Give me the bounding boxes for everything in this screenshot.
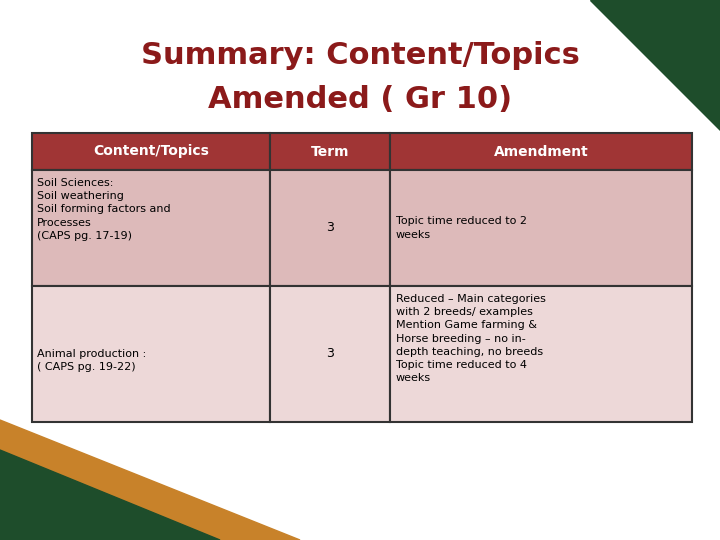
Polygon shape — [620, 0, 720, 100]
Text: Amendment: Amendment — [494, 145, 588, 159]
Bar — [32, 133, 270, 170]
Text: Topic time reduced to 2
weeks: Topic time reduced to 2 weeks — [396, 217, 527, 240]
Text: Amended ( Gr 10): Amended ( Gr 10) — [208, 85, 512, 114]
Text: Content/Topics: Content/Topics — [93, 145, 209, 159]
Text: 3: 3 — [326, 347, 334, 361]
Bar — [32, 286, 270, 422]
Bar — [270, 133, 390, 170]
Bar — [390, 133, 692, 170]
Bar — [390, 286, 692, 422]
Bar — [270, 286, 390, 422]
Polygon shape — [0, 420, 300, 540]
Polygon shape — [0, 450, 220, 540]
Text: 3: 3 — [326, 221, 334, 234]
Bar — [270, 170, 390, 286]
Text: Reduced – Main categories
with 2 breeds/ examples
Mention Game farming &
Horse b: Reduced – Main categories with 2 breeds/… — [396, 294, 546, 383]
Text: Summary: Content/Topics: Summary: Content/Topics — [140, 40, 580, 70]
Text: Soil Sciences:
Soil weathering
Soil forming factors and
Processes
(CAPS pg. 17-1: Soil Sciences: Soil weathering Soil form… — [37, 178, 171, 241]
Text: Term: Term — [311, 145, 349, 159]
Bar — [390, 170, 692, 286]
Polygon shape — [590, 0, 720, 130]
Polygon shape — [660, 0, 720, 60]
Text: Animal production :
( CAPS pg. 19-22): Animal production : ( CAPS pg. 19-22) — [37, 349, 146, 373]
Bar — [32, 170, 270, 286]
